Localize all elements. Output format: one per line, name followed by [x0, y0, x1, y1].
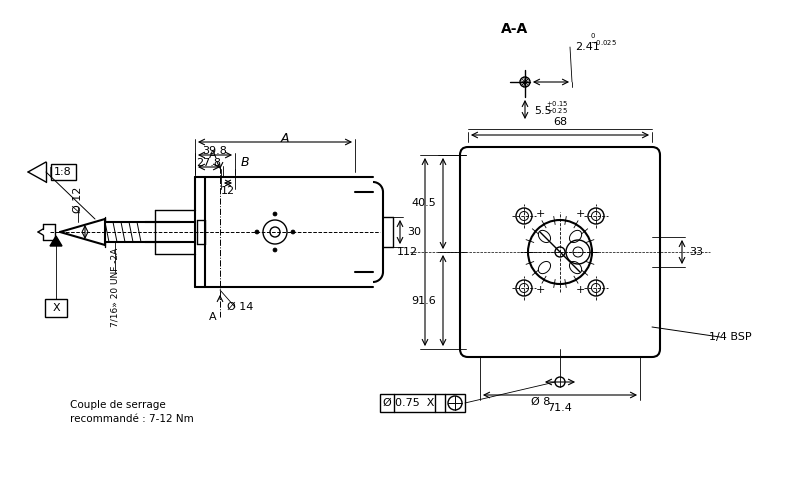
Text: 30: 30: [407, 227, 421, 237]
Text: +: +: [535, 209, 545, 219]
Text: 7/16» 20 UNF -2A: 7/16» 20 UNF -2A: [110, 247, 119, 327]
Polygon shape: [50, 236, 62, 246]
Bar: [51, 164, 76, 180]
Text: A: A: [209, 312, 217, 322]
Circle shape: [273, 248, 277, 252]
Circle shape: [255, 230, 259, 234]
Text: Ø 12: Ø 12: [73, 187, 83, 213]
Bar: [380, 394, 465, 412]
Text: 39.8: 39.8: [202, 146, 227, 156]
Text: A: A: [209, 150, 217, 160]
Text: Ø 8: Ø 8: [530, 397, 550, 407]
Text: +: +: [535, 285, 545, 295]
Text: X: X: [52, 303, 60, 313]
Text: $^0_{-0.025}$: $^0_{-0.025}$: [590, 32, 617, 48]
Circle shape: [273, 212, 277, 216]
Text: A: A: [281, 131, 290, 145]
Text: 12: 12: [221, 186, 235, 196]
Text: 2.41: 2.41: [575, 42, 600, 52]
Text: +: +: [575, 209, 585, 219]
Text: 112: 112: [397, 247, 418, 257]
Circle shape: [291, 230, 295, 234]
Text: B: B: [241, 156, 250, 169]
Text: 40.5: 40.5: [411, 199, 436, 208]
Text: 91.6: 91.6: [411, 296, 436, 305]
FancyBboxPatch shape: [460, 147, 660, 357]
Text: A-A: A-A: [502, 22, 529, 36]
Text: 71.4: 71.4: [547, 403, 573, 413]
Text: 68: 68: [553, 117, 567, 127]
Text: 1/4 BSP: 1/4 BSP: [710, 332, 752, 342]
Text: 33: 33: [689, 247, 703, 257]
Text: Ø: Ø: [382, 398, 391, 408]
Text: +: +: [575, 285, 585, 295]
Text: 5.5: 5.5: [534, 106, 552, 116]
Text: 1:8: 1:8: [54, 167, 72, 177]
Text: Couple de serrage
recommandé : 7-12 Nm: Couple de serrage recommandé : 7-12 Nm: [70, 400, 194, 424]
Bar: [45, 299, 67, 317]
Text: 27.8: 27.8: [197, 158, 222, 168]
Text: Ø 14: Ø 14: [227, 302, 253, 312]
Text: 0.75  X: 0.75 X: [395, 398, 434, 408]
Text: $^{+0.15}_{-0.25}$: $^{+0.15}_{-0.25}$: [546, 100, 569, 116]
Text: |: |: [48, 167, 52, 177]
